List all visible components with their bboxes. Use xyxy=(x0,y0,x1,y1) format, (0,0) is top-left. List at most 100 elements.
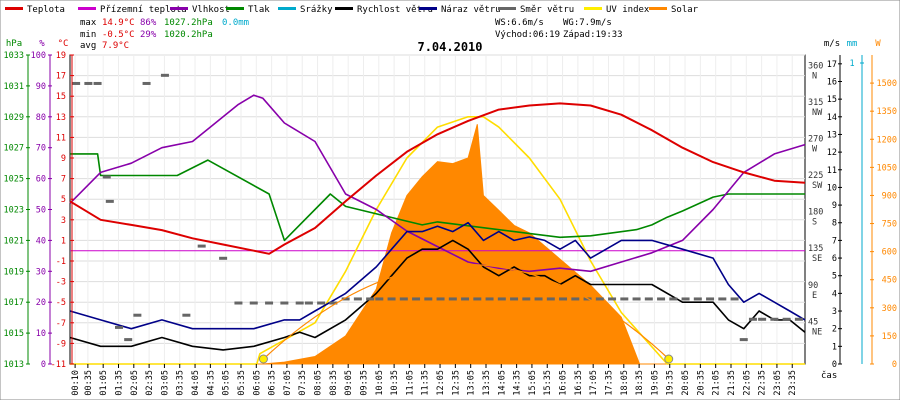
w-axis-tick-label: 0 xyxy=(892,360,897,370)
dir-tick-deg: 135 xyxy=(808,244,823,254)
wind-direction-mark xyxy=(608,297,617,301)
w-axis-tick-label: 1500 xyxy=(877,79,897,89)
degc-axis-tick-label: 13 xyxy=(56,113,66,123)
wind-direction-mark xyxy=(219,256,228,260)
dir-tick-label: N xyxy=(812,71,817,81)
wind-direction-series xyxy=(72,73,803,342)
legend-swatch xyxy=(5,7,23,10)
wind-direction-mark xyxy=(559,297,568,301)
hpa-axis-tick-label: 1025 xyxy=(4,175,24,185)
hpa-axis-tick-label: 1015 xyxy=(4,329,24,339)
ms-axis-tick-label: 6 xyxy=(832,254,837,264)
wind-direction-mark xyxy=(770,317,779,321)
x-tick-label: 09:05 xyxy=(344,370,354,396)
x-tick-label: 04:35 xyxy=(206,370,216,396)
x-tick-label: 22:35 xyxy=(758,370,768,396)
hpa-axis-tick-label: 1021 xyxy=(4,236,24,246)
pct-axis-tick-label: 70 xyxy=(36,144,46,154)
x-tick-label: 15:05 xyxy=(528,370,538,396)
solar-series xyxy=(70,124,805,365)
wind-direction-mark xyxy=(730,297,739,301)
wind-direction-mark xyxy=(249,301,258,305)
x-tick-label: 05:35 xyxy=(237,370,247,396)
wind-direction-mark xyxy=(534,297,543,301)
x-tick-label: 21:35 xyxy=(727,370,737,396)
wind-direction-mark xyxy=(234,301,243,305)
stat-sunrise: Východ:06:19 xyxy=(495,30,560,40)
stat-avg-temp: 7.9°C xyxy=(102,41,129,51)
wind-direction-mark xyxy=(718,297,727,301)
x-tick-label: 17:05 xyxy=(589,370,599,396)
x-tick-label: 15:35 xyxy=(543,370,553,396)
hpa-axis-title: hPa xyxy=(6,39,22,49)
dir-tick-deg: 45 xyxy=(808,317,818,327)
wind-direction-mark xyxy=(105,199,114,203)
wind-direction-mark xyxy=(84,81,93,85)
pct-axis-tick-label: 100 xyxy=(31,51,46,61)
x-tick-label: 08:05 xyxy=(314,370,324,396)
ms-axis-tick-label: 15 xyxy=(827,95,837,105)
ms-axis-tick-label: 3 xyxy=(832,307,837,317)
x-tick-label: 18:35 xyxy=(635,370,645,396)
wind-direction-mark xyxy=(366,297,375,301)
ms-axis-tick-label: 17 xyxy=(827,60,837,70)
wind-direction-mark xyxy=(197,244,206,248)
w-axis-tick-label: 300 xyxy=(882,304,897,314)
ms-axis-tick-label: 11 xyxy=(827,166,837,176)
w-axis-tick-label: 1050 xyxy=(877,163,897,173)
sunset-marker xyxy=(664,354,674,364)
dir-tick-label: SW xyxy=(812,181,823,191)
wind-speed-line xyxy=(69,239,806,351)
wind-direction-mark xyxy=(115,325,123,329)
pct-axis-tick-label: 90 xyxy=(36,82,46,92)
wind-direction-mark xyxy=(473,297,482,301)
pct-axis-title: % xyxy=(39,39,45,49)
wind-direction-mark xyxy=(748,317,757,321)
dir-tick-deg: 180 xyxy=(808,208,823,218)
ms-axis-tick-label: 2 xyxy=(832,325,837,335)
legend: Teplota Přízemní teplota Vlhkost Tlak Srážky… xyxy=(5,5,699,15)
pct-axis-tick-label: 80 xyxy=(36,113,46,123)
legend-swatch xyxy=(419,7,437,10)
legend-swatch xyxy=(498,7,516,10)
stat-rain: 0.0mm xyxy=(222,18,249,28)
wind-direction-mark xyxy=(399,297,408,301)
wind-direction-mark xyxy=(412,297,421,301)
dir-tick-label: S xyxy=(812,218,817,228)
wind-direction-mark xyxy=(375,297,384,301)
wind-direction-mark xyxy=(693,297,702,301)
degc-axis-tick-label: 7 xyxy=(61,175,66,185)
legend-swatch xyxy=(170,7,188,10)
wind-direction-mark xyxy=(657,297,666,301)
dir-tick-deg: 225 xyxy=(808,171,823,181)
x-tick-label: 02:05 xyxy=(130,370,140,396)
w-axis-tick-label: 600 xyxy=(882,248,897,258)
dir-tick-deg: 90 xyxy=(808,281,818,291)
legend-swatch xyxy=(335,7,353,10)
wind-direction-mark xyxy=(595,297,604,301)
wind-direction-mark xyxy=(295,301,304,305)
stat-wg: WG:7.9m/s xyxy=(563,18,612,28)
hpa-axis-tick-label: 1029 xyxy=(4,113,24,123)
x-tick-label: 03:35 xyxy=(176,370,186,396)
x-tick-label: 11:05 xyxy=(405,370,415,396)
wind-direction-mark xyxy=(758,317,767,321)
degc-axis-tick-label: 5 xyxy=(61,195,66,205)
wind-direction-mark xyxy=(436,297,445,301)
wind-direction-mark xyxy=(497,297,506,301)
degc-axis-tick-label: -5 xyxy=(56,298,66,308)
degc-axis-tick-label: -9 xyxy=(56,339,66,349)
wind-direction-mark xyxy=(706,297,715,301)
degc-axis-tick-label: 11 xyxy=(56,133,66,143)
series-lines xyxy=(69,94,806,365)
x-tick-label: 20:35 xyxy=(696,370,706,396)
x-tick-label: 19:35 xyxy=(666,370,676,396)
legend-swatch xyxy=(584,7,602,10)
wind-direction-mark xyxy=(424,297,433,301)
dir-tick-label: SE xyxy=(812,254,822,264)
legend-label: Rychlost větru xyxy=(357,5,433,15)
legend-swatch xyxy=(278,7,296,10)
x-tick-label: 00:35 xyxy=(84,370,94,396)
x-tick-label: 03:05 xyxy=(160,370,170,396)
